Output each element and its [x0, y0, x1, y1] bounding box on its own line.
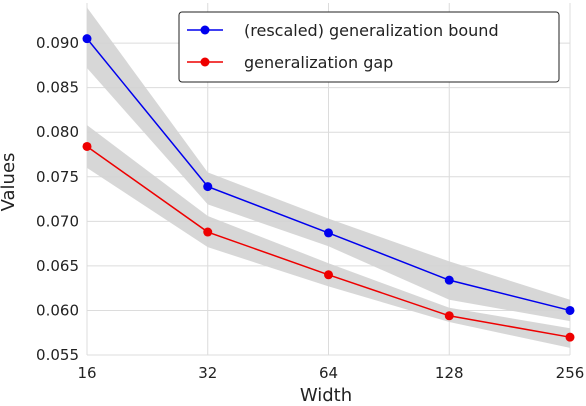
legend-marker-gap [200, 57, 210, 67]
x-tick-label: 64 [319, 364, 338, 382]
data-point-1 [324, 270, 333, 280]
x-tick-labels: 16 32 64 128 256 [77, 364, 584, 382]
x-axis-label: Width [300, 385, 352, 406]
legend-box [178, 11, 560, 83]
data-point-1 [82, 141, 92, 151]
x-tick-label: 256 [556, 364, 585, 382]
data-point-0 [203, 182, 213, 192]
y-tick-label: 0.070 [36, 212, 79, 230]
series-markers [82, 34, 575, 342]
data-point-1 [203, 227, 213, 237]
y-tick-label: 0.065 [36, 257, 79, 275]
y-tick-label: 0.060 [36, 301, 79, 319]
y-tick-labels: 0.055 0.060 0.065 0.070 0.075 0.080 0.085 0.090 [36, 34, 79, 364]
y-tick-label: 0.055 [36, 346, 79, 364]
x-tick-label: 32 [198, 364, 217, 382]
data-point-1 [565, 332, 575, 342]
x-tick-label: 128 [435, 364, 464, 382]
confidence-band-0 [87, 7, 570, 322]
y-tick-label: 0.090 [36, 34, 79, 52]
data-point-1 [444, 311, 454, 321]
y-tick-label: 0.085 [36, 79, 79, 97]
y-tick-label: 0.080 [36, 123, 79, 141]
data-point-0 [565, 305, 575, 315]
legend-label-bound: (rescaled) generalization bound [244, 21, 499, 40]
y-axis-label: Values [0, 153, 19, 212]
data-point-0 [324, 228, 333, 238]
data-point-0 [82, 34, 92, 44]
y-tick-label: 0.075 [36, 168, 79, 186]
legend-label-gap: generalization gap [244, 53, 393, 72]
legend-marker-bound [200, 25, 210, 35]
confidence-bands [87, 7, 570, 348]
confidence-band-1 [87, 125, 570, 348]
legend: (rescaled) generalization bound generali… [178, 11, 560, 83]
x-tick-label: 16 [77, 364, 96, 382]
data-point-0 [444, 275, 454, 285]
